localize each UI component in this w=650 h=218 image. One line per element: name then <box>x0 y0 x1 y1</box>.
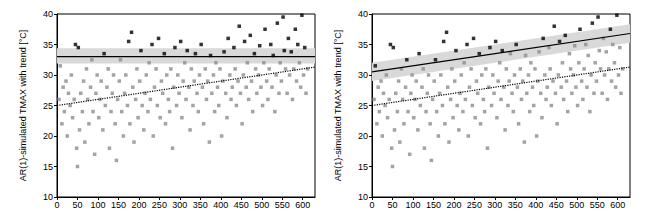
svg-text:50: 50 <box>72 200 82 210</box>
svg-text:35: 35 <box>43 40 53 50</box>
svg-text:10: 10 <box>43 192 53 202</box>
svg-text:450: 450 <box>549 200 564 210</box>
svg-text:0: 0 <box>369 200 374 210</box>
svg-text:400: 400 <box>213 200 228 210</box>
svg-text:15: 15 <box>43 162 53 172</box>
svg-text:50: 50 <box>387 200 397 210</box>
svg-text:450: 450 <box>234 200 249 210</box>
svg-text:200: 200 <box>131 200 146 210</box>
svg-text:600: 600 <box>610 200 625 210</box>
svg-text:100: 100 <box>405 200 420 210</box>
svg-text:400: 400 <box>528 200 543 210</box>
svg-text:20: 20 <box>43 131 53 141</box>
svg-text:500: 500 <box>569 200 584 210</box>
svg-text:550: 550 <box>590 200 605 210</box>
svg-text:25: 25 <box>43 101 53 111</box>
svg-text:40: 40 <box>358 9 368 19</box>
svg-text:250: 250 <box>152 200 167 210</box>
svg-text:300: 300 <box>172 200 187 210</box>
svg-text:0: 0 <box>54 200 59 210</box>
svg-text:100: 100 <box>90 200 105 210</box>
svg-text:10: 10 <box>358 192 368 202</box>
svg-text:250: 250 <box>467 200 482 210</box>
svg-text:350: 350 <box>508 200 523 210</box>
svg-text:600: 600 <box>295 200 310 210</box>
svg-text:AR(1)-simulated TMAX with tren: AR(1)-simulated TMAX with trend [°C] <box>18 30 28 181</box>
svg-text:200: 200 <box>446 200 461 210</box>
svg-text:150: 150 <box>111 200 126 210</box>
svg-text:25: 25 <box>358 101 368 111</box>
svg-text:40: 40 <box>43 9 53 19</box>
svg-text:300: 300 <box>487 200 502 210</box>
svg-text:35: 35 <box>358 40 368 50</box>
svg-text:AR(1)-simulated TMAX with tren: AR(1)-simulated TMAX with trend [°C] <box>333 30 343 181</box>
svg-text:550: 550 <box>275 200 290 210</box>
svg-text:350: 350 <box>193 200 208 210</box>
svg-text:20: 20 <box>358 131 368 141</box>
svg-text:150: 150 <box>426 200 441 210</box>
svg-text:500: 500 <box>254 200 269 210</box>
svg-text:30: 30 <box>43 70 53 80</box>
svg-text:30: 30 <box>358 70 368 80</box>
svg-text:15: 15 <box>358 162 368 172</box>
